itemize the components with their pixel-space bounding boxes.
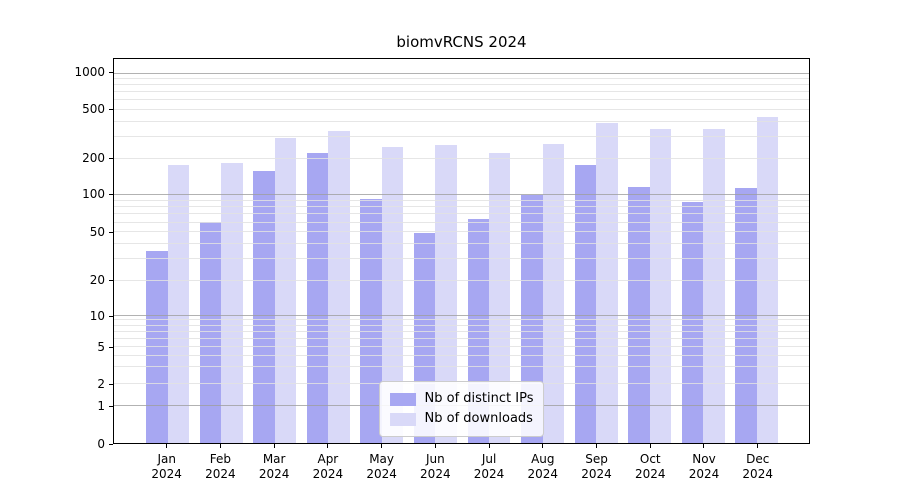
legend-row-downloads: Nb of downloads: [389, 409, 534, 429]
x-tick-label-apr: Apr 2024: [312, 452, 344, 481]
x-tick-mark: [273, 444, 275, 448]
bar-distinct-ips-sep: [574, 164, 597, 443]
y-tick-mark: [109, 72, 113, 74]
bar-downloads-dec: [756, 117, 779, 443]
x-tick-label-feb: Feb 2024: [205, 452, 236, 481]
bar-downloads-aug: [542, 143, 564, 443]
y-tick-label-500: 500: [82, 101, 105, 116]
y-tick-label-0: 0: [97, 436, 105, 451]
legend-swatch-distinct-ips-icon: [389, 392, 416, 406]
chart-title: biomvRCNS 2024: [396, 33, 527, 51]
x-tick-mark: [703, 444, 705, 448]
y-tick-mark: [109, 157, 113, 159]
y-tick-label-20: 20: [89, 273, 105, 288]
x-tick-mark: [381, 444, 383, 448]
x-tick-mark: [488, 444, 490, 448]
x-tick-label-mar: Mar 2024: [258, 452, 290, 481]
bar-downloads-nov: [703, 129, 725, 443]
bar-downloads-feb: [221, 163, 243, 443]
legend-label-distinct-ips: Nb of distinct IPs: [424, 391, 534, 406]
legend-row-distinct-ips: Nb of distinct IPs: [389, 389, 534, 409]
x-tick-label-nov: Nov 2024: [688, 452, 720, 481]
y-tick-label-10: 10: [89, 308, 105, 323]
y-tick-mark: [109, 383, 113, 385]
bar-downloads-may: [381, 146, 404, 443]
x-tick-mark: [596, 444, 598, 448]
x-tick-mark: [166, 444, 168, 448]
x-tick-mark: [327, 444, 329, 448]
bar-downloads-jun: [435, 144, 457, 443]
y-tick-mark: [109, 194, 113, 196]
y-tick-label-100: 100: [82, 187, 105, 202]
x-tick-mark: [757, 444, 759, 448]
x-tick-label-jan: Jan 2024: [151, 452, 182, 481]
x-tick-mark: [219, 444, 221, 448]
bar-downloads-jul: [488, 153, 511, 443]
y-tick-mark: [109, 443, 113, 445]
bar-distinct-ips-mar: [253, 171, 275, 443]
y-tick-mark: [109, 315, 113, 317]
x-tick-mark: [542, 444, 544, 448]
bar-distinct-ips-may: [360, 198, 382, 443]
y-tick-label-2: 2: [97, 376, 105, 391]
x-tick-label-aug: Aug 2024: [527, 452, 559, 481]
x-tick-label-oct: Oct 2024: [634, 452, 666, 481]
x-tick-label-sep: Sep 2024: [581, 452, 612, 481]
plot-area: Nb of distinct IPs Nb of downloads: [113, 58, 810, 444]
bar-downloads-apr: [328, 130, 350, 443]
y-tick-mark: [109, 108, 113, 110]
x-tick-label-jul: Jul 2024: [473, 452, 505, 481]
y-tick-mark: [109, 280, 113, 282]
x-tick-mark: [649, 444, 651, 448]
y-tick-label-1: 1: [97, 399, 105, 414]
bar-distinct-ips-dec: [735, 187, 757, 443]
bar-downloads-jan: [167, 164, 189, 443]
bar-distinct-ips-nov: [681, 201, 704, 443]
legend-swatch-downloads-icon: [389, 412, 416, 426]
y-tick-mark: [109, 231, 113, 233]
bar-distinct-ips-jan: [146, 251, 168, 443]
legend: Nb of distinct IPs Nb of downloads: [378, 381, 545, 437]
y-tick-label-1000: 1000: [74, 65, 105, 80]
bar-distinct-ips-oct: [628, 186, 650, 443]
bar-downloads-oct: [649, 128, 672, 443]
y-tick-label-50: 50: [89, 224, 105, 239]
bar-distinct-ips-feb: [199, 221, 222, 443]
bar-downloads-sep: [596, 122, 618, 443]
y-tick-label-200: 200: [82, 150, 105, 165]
bar-distinct-ips-apr: [306, 152, 329, 443]
x-tick-label-jun: Jun 2024: [420, 452, 451, 481]
x-tick-label-dec: Dec 2024: [742, 452, 773, 481]
y-tick-mark: [109, 406, 113, 408]
y-tick-mark: [109, 346, 113, 348]
y-tick-label-5: 5: [97, 339, 105, 354]
x-tick-mark: [434, 444, 436, 448]
x-tick-label-may: May 2024: [366, 452, 397, 481]
bar-downloads-mar: [274, 137, 297, 443]
legend-label-downloads: Nb of downloads: [424, 411, 533, 426]
